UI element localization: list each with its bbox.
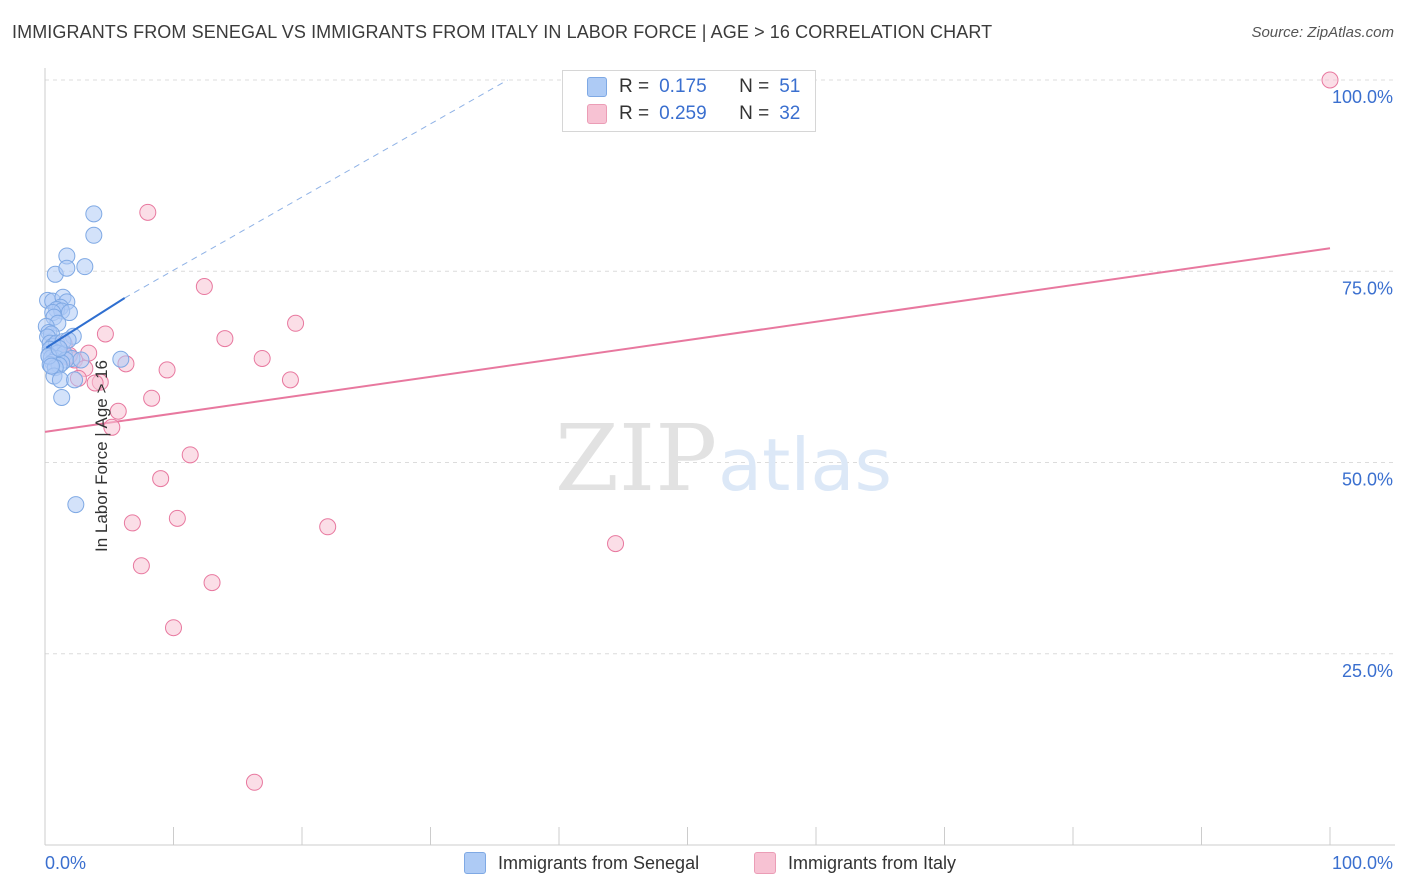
point-senegal [58,259,76,277]
legend-r-label: R = [619,103,650,124]
point-italy [123,514,141,532]
y-tick-label: 75.0% [1342,278,1393,298]
legend-n-value: 32 [779,103,801,124]
point-senegal [53,388,71,406]
data-points [37,71,1339,791]
legend-row-italy: R = 0.259 N = 32 [587,102,800,126]
x-tick-label: 100.0% [1332,853,1393,873]
point-senegal [85,226,103,244]
legend-row-senegal: R = 0.175 N = 51 [587,75,800,99]
point-italy [165,619,182,637]
point-senegal [67,496,85,514]
watermark-zip: ZIP [555,405,717,512]
y-tick-label: 100.0% [1332,87,1393,107]
point-italy [109,402,127,420]
point-italy [287,314,305,332]
point-italy [253,349,271,367]
point-italy [607,535,625,553]
trend-senegal-extension [124,79,508,299]
series-legend-italy: Immigrants from Italy [754,852,956,874]
point-italy [103,418,121,436]
gridlines [45,79,1395,655]
source-label: Source: ZipAtlas.com [1251,24,1394,41]
legend-r-label: R = [619,76,650,97]
point-senegal [51,371,69,389]
point-italy [168,509,186,527]
point-italy [143,389,161,407]
y-tick-label: 50.0% [1342,470,1393,490]
point-italy [181,446,199,464]
legend-r-value: 0.175 [659,76,707,97]
trend-italy [44,247,1331,433]
point-italy [132,557,150,575]
point-italy [152,470,170,488]
trend-lines [44,79,1331,433]
series-name-senegal: Immigrants from Senegal [498,852,700,873]
point-senegal [85,205,103,223]
y-axis-label: In Labor Force | Age > 16 [92,359,112,553]
point-italy [1321,71,1339,89]
point-italy [203,574,221,592]
legend-n-label: N = [739,103,770,124]
point-senegal [42,357,60,375]
legend-n-value: 51 [779,76,801,97]
point-italy [281,371,299,389]
point-italy [195,278,213,296]
point-italy [96,325,114,343]
series-name-italy: Immigrants from Italy [788,852,957,873]
y-tick-label: 25.0% [1342,661,1393,681]
correlation-legend: R = 0.175 N = 51 R = 0.259 N = 32 [562,70,816,132]
axes [44,68,1395,846]
watermark-atlas: atlas [718,423,892,507]
point-senegal [72,351,90,369]
point-italy [216,330,234,348]
chart-title: IMMIGRANTS FROM SENEGAL VS IMMIGRANTS FR… [12,22,993,42]
point-italy [245,773,263,791]
tick-labels: 25.0% 50.0% 75.0% 100.0% 0.0% 100.0% [45,87,1393,873]
legend-r-value: 0.259 [659,103,707,124]
series-legend: Immigrants from Senegal Immigrants from … [0,852,1406,876]
point-senegal [60,304,78,322]
point-senegal [76,258,94,276]
point-senegal [66,371,84,389]
point-italy [86,374,104,392]
legend-swatch-italy [587,104,607,124]
legend-swatch-senegal [587,77,607,97]
point-senegal [112,350,130,368]
watermark: ZIP atlas [555,405,892,512]
point-italy [319,518,337,536]
series-legend-senegal: Immigrants from Senegal [464,852,699,874]
point-italy [139,203,157,221]
legend-n-label: N = [739,76,770,97]
point-italy [158,361,176,379]
series-swatch-italy [754,852,776,874]
series-swatch-senegal [464,852,486,874]
trend-senegal [45,297,126,349]
x-tick-label: 0.0% [45,853,86,873]
